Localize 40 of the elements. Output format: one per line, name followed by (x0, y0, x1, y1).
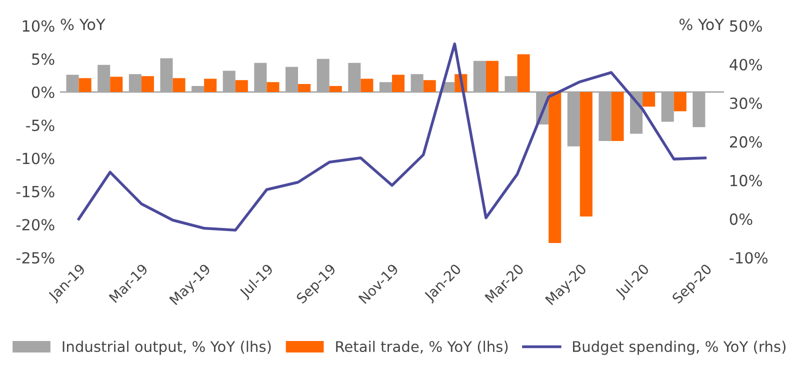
bar (580, 92, 592, 217)
line-series (77, 42, 707, 232)
bar (141, 76, 154, 92)
y2-tick-label: 10% (730, 174, 762, 186)
y-tick-label: -10% (16, 152, 54, 164)
bar (548, 92, 562, 244)
y2-tick-label: 20% (730, 136, 762, 148)
bar (423, 80, 436, 92)
bar (110, 76, 123, 92)
y-tick-label: -20% (16, 218, 54, 230)
bar (674, 92, 686, 112)
bar (611, 92, 624, 142)
legend-label: Industrial output, % YoY (lhs) (62, 340, 271, 355)
y2-tick-label: 50% (730, 20, 762, 32)
y-tick-label: 5% (32, 53, 54, 65)
legend-label: Budget spending, % YoY (rhs) (573, 340, 786, 355)
y2-tick-label: 40% (730, 58, 762, 70)
bar (235, 80, 248, 92)
bar (517, 54, 530, 92)
bar (392, 74, 405, 92)
bar (642, 92, 656, 107)
y-tick-label: -25% (16, 252, 54, 264)
bar (360, 78, 374, 92)
y2-tick-label: 30% (730, 98, 762, 110)
bar (204, 78, 217, 92)
bar (329, 86, 342, 92)
y-tick-label: -5% (26, 120, 54, 132)
y-tick-label: 10% (22, 20, 54, 32)
bar (486, 60, 498, 92)
bar (78, 78, 92, 92)
legend-label: Retail trade, % YoY (lhs) (336, 340, 508, 354)
y2-tick-label: -10% (730, 252, 768, 264)
y2-tick-label: 0% (730, 213, 752, 225)
bar (172, 78, 186, 92)
bar (266, 82, 280, 92)
y-tick-label: 0% (32, 86, 54, 98)
y-tick-label: -15% (16, 186, 54, 198)
y2-axis-title: % YoY (679, 18, 724, 30)
bar (298, 84, 311, 92)
y-axis-title: % YoY (60, 18, 106, 30)
